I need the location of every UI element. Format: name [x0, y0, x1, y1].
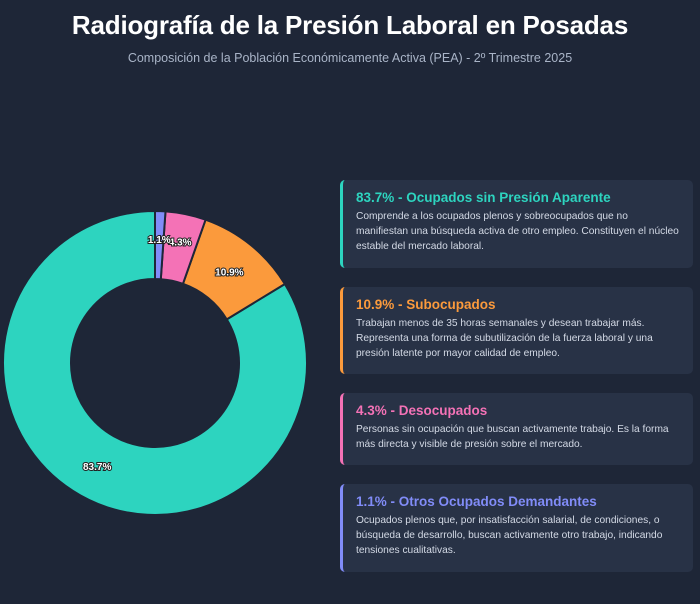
legend-card-desocupados: 4.3% - Desocupados Personas sin ocupació…	[340, 393, 693, 465]
donut-slice	[2, 209, 308, 516]
donut-slice	[159, 210, 207, 286]
card-text: Trabajan menos de 35 horas semanales y d…	[356, 318, 653, 359]
legend-card-subocupados: 10.9% - Subocupados Trabajan menos de 35…	[340, 287, 693, 374]
page-title: Radiografía de la Presión Laboral en Pos…	[71, 10, 629, 40]
donut-slice	[181, 218, 287, 321]
card-title: 4.3% - Desocupados	[356, 403, 488, 418]
card-text: Ocupados plenos que, por insatisfacción …	[356, 515, 663, 556]
card-text: Comprende a los ocupados plenos y sobreo…	[356, 211, 679, 252]
card-title: 1.1% - Otros Ocupados Demandantes	[356, 494, 597, 509]
slice-label: 4.3%	[169, 238, 192, 249]
slice-label: 10.9%	[215, 267, 243, 278]
page-subtitle: Composición de la Población Económicamen…	[127, 51, 573, 65]
card-title: 10.9% - Subocupados	[356, 297, 496, 312]
slice-label: 83.7%	[83, 462, 111, 473]
card-title: 83.7% - Ocupados sin Presión Aparente	[356, 190, 611, 205]
card-text: Personas sin ocupación que buscan activa…	[356, 424, 669, 450]
slice-label: 1.1%	[148, 235, 171, 246]
donut-slice	[154, 209, 167, 281]
legend-card-otros-demandantes: 1.1% - Otros Ocupados Demandantes Ocupad…	[340, 484, 693, 572]
legend-card-ocupados: 83.7% - Ocupados sin Presión Aparente Co…	[340, 180, 693, 268]
